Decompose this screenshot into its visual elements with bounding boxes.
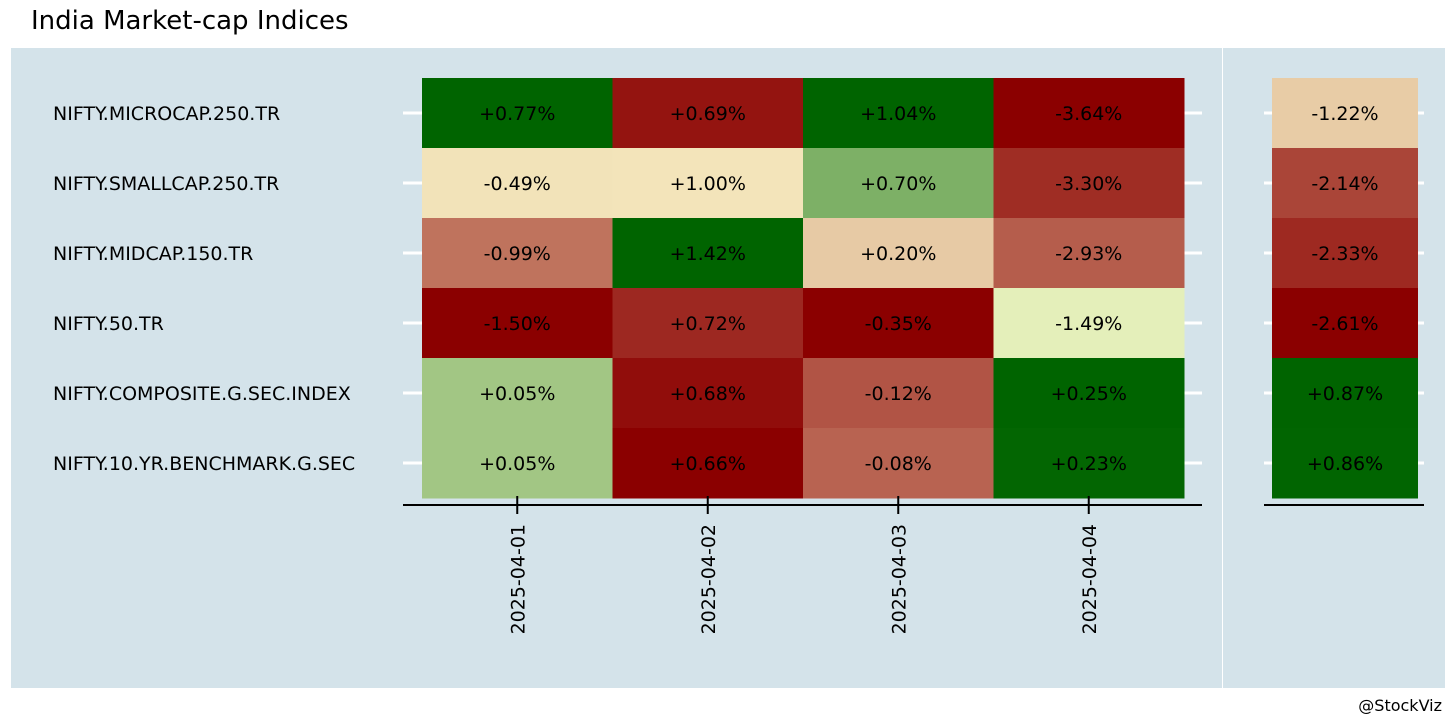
heatmap-cell xyxy=(422,428,613,499)
main-heatmap: +0.77% +0.69% +1.04% -3.64% -0.49% +1.00% +0.7… xyxy=(53,78,1202,634)
total-value-label: -1.22% xyxy=(1311,103,1378,125)
cell-value-label: -3.64% xyxy=(1055,103,1122,125)
heatmap-cell xyxy=(803,78,994,149)
total-cell xyxy=(1272,358,1418,429)
heatmap-cell xyxy=(422,218,613,289)
chart-title: India Market-cap Indices xyxy=(31,6,349,36)
total-value-label: -2.14% xyxy=(1311,173,1378,195)
cell-value-label: -3.30% xyxy=(1055,173,1122,195)
heatmap-cell xyxy=(422,288,613,359)
total-value-label: -2.33% xyxy=(1311,243,1378,265)
credit-text: @StockViz xyxy=(1358,696,1442,715)
heatmap-cell xyxy=(993,288,1185,359)
heatmap-cell xyxy=(612,78,804,149)
cell-value-label: +0.23% xyxy=(1051,453,1127,475)
heatmap-cell xyxy=(612,148,804,219)
heatmap-cell xyxy=(803,218,994,289)
heatmap-cell xyxy=(422,78,613,149)
x-axis-label: 2025-04-02 xyxy=(698,524,720,634)
total-value-label: -2.61% xyxy=(1311,313,1378,335)
cell-value-label: +1.00% xyxy=(670,173,746,195)
cell-value-label: +1.04% xyxy=(860,103,936,125)
cell-value-label: +0.66% xyxy=(670,453,746,475)
cell-value-label: -1.49% xyxy=(1055,313,1122,335)
heatmap-cell xyxy=(422,358,613,429)
heatmap-cell xyxy=(993,78,1185,149)
heatmap-cell xyxy=(422,148,613,219)
cell-value-label: -0.12% xyxy=(865,383,932,405)
total-value-label: +0.87% xyxy=(1307,383,1383,405)
heatmap-cell xyxy=(612,358,804,429)
x-axis-label: 2025-04-04 xyxy=(1079,524,1101,634)
heatmap-cell xyxy=(803,358,994,429)
heatmap-cell xyxy=(993,148,1185,219)
heatmap-cell xyxy=(612,428,804,499)
cell-value-label: +0.20% xyxy=(860,243,936,265)
total-cell xyxy=(1272,78,1418,149)
cell-value-label: -0.99% xyxy=(484,243,551,265)
heatmap-cell xyxy=(612,218,804,289)
heatmap-cell xyxy=(612,288,804,359)
total-value-label: +0.86% xyxy=(1307,453,1383,475)
y-axis-label: NIFTY.MICROCAP.250.TR xyxy=(53,103,280,125)
total-heatmap: -1.22% -2.14% -2.33% -2.61% +0.87% +0.86% xyxy=(1264,78,1424,506)
heatmap-cell xyxy=(803,428,994,499)
cell-value-label: +0.70% xyxy=(860,173,936,195)
y-axis-label: NIFTY.MIDCAP.150.TR xyxy=(53,243,253,265)
cell-value-label: -0.35% xyxy=(865,313,932,335)
cell-value-label: +0.25% xyxy=(1051,383,1127,405)
cell-value-label: +0.77% xyxy=(479,103,555,125)
total-cell xyxy=(1272,288,1418,359)
cell-value-label: -1.50% xyxy=(484,313,551,335)
heatmap-cell xyxy=(803,288,994,359)
y-axis-label: NIFTY.10.YR.BENCHMARK.G.SEC xyxy=(53,453,355,475)
total-cell xyxy=(1272,428,1418,499)
cell-value-label: -0.49% xyxy=(484,173,551,195)
heatmap-cell xyxy=(803,148,994,219)
cell-value-label: +0.69% xyxy=(670,103,746,125)
heatmap-cell xyxy=(993,218,1185,289)
heatmap-cell xyxy=(993,428,1185,499)
cell-value-label: +0.68% xyxy=(670,383,746,405)
cell-value-label: -0.08% xyxy=(865,453,932,475)
cell-value-label: +0.05% xyxy=(479,453,555,475)
total-cell xyxy=(1272,218,1418,289)
cell-value-label: +0.72% xyxy=(670,313,746,335)
cell-value-label: +0.05% xyxy=(479,383,555,405)
y-axis-label: NIFTY.50.TR xyxy=(53,313,164,335)
y-axis-label: NIFTY.SMALLCAP.250.TR xyxy=(53,173,279,195)
x-axis-label: 2025-04-01 xyxy=(507,524,529,634)
x-axis-label: 2025-04-03 xyxy=(888,524,910,634)
cell-value-label: +1.42% xyxy=(670,243,746,265)
heatmap-cell xyxy=(993,358,1185,429)
total-cell xyxy=(1272,148,1418,219)
y-axis-label: NIFTY.COMPOSITE.G.SEC.INDEX xyxy=(53,383,351,405)
cell-value-label: -2.93% xyxy=(1055,243,1122,265)
